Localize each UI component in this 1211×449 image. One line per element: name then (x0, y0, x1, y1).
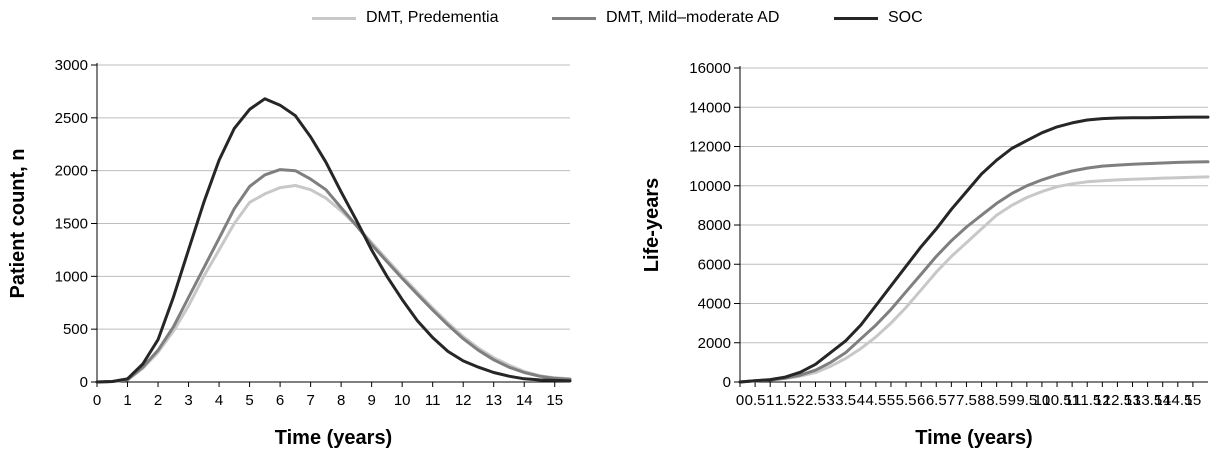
legend-label-soc: SOC (888, 9, 923, 26)
patient-count-xtick-label: 5 (245, 392, 253, 409)
patient-count-xtick-label: 6 (276, 392, 284, 409)
patient-count-ytick-label: 3000 (55, 57, 88, 74)
patient-count-xtick-label: 0 (93, 392, 101, 409)
patient-count-xtick-label: 15 (546, 392, 563, 409)
life-years-ytick-label: 0 (723, 374, 731, 391)
life-years-xtick-label: 9 (1008, 392, 1016, 409)
life-years-xtick-label: 8.5 (986, 392, 1007, 409)
legend-swatch-predementia (312, 16, 356, 20)
patient-count-series-dmt-mild-moderate-ad (95, 168, 572, 384)
patient-count-ytick-label: 1500 (55, 216, 88, 233)
life-years-xtick-label: 9.5 (1016, 392, 1037, 409)
patient-count-xtick-label: 1 (123, 392, 131, 409)
legend-swatch-mild-moderate-ad (552, 16, 596, 20)
life-years-xtick-label: 5.5 (896, 392, 917, 409)
life-years-xtick-label: 1.5 (775, 392, 796, 409)
patient-count-xtick-label: 11 (425, 392, 441, 409)
life-years-xtick-label: 12 (1094, 392, 1111, 409)
life-years-xtick-label: 10 (1034, 392, 1051, 409)
patient-count-ytick-label: 1000 (55, 268, 88, 285)
patient-count-ylabel: Patient count, n (7, 149, 29, 299)
life-years-xtick-label: 7.5 (956, 392, 977, 409)
patient-count-ytick-label: 0 (80, 374, 88, 391)
life-years-ytick-label: 12000 (689, 139, 731, 156)
life-years-xtick-label: 6.5 (926, 392, 947, 409)
life-years-xtick-label: 11.5 (1073, 392, 1101, 409)
life-years-xtick-label: 2 (796, 392, 804, 409)
life-years-ylabel: Life-years (641, 178, 663, 273)
life-years-series-dmt-predementia (738, 175, 1210, 384)
legend-label-mild-moderate-ad: DMT, Mild–moderate AD (606, 9, 780, 26)
life-years-ytick-label: 4000 (698, 296, 731, 313)
patient-count-xtick-label: 13 (485, 392, 502, 409)
life-years-xtick-label: 3.5 (835, 392, 856, 409)
patient-count-ytick-label: 2000 (55, 163, 88, 180)
patient-count-xtick-label: 4 (215, 392, 223, 409)
life-years-series-soc (738, 115, 1210, 384)
patient-count-ytick-label: 500 (63, 321, 88, 338)
life-years-series-dmt-mild-moderate-ad (738, 160, 1210, 384)
life-years-ytick-label: 16000 (689, 60, 731, 77)
legend: DMT, Predementia DMT, Mild–moderate AD S… (0, 6, 1211, 30)
life-years-xtick-label: 11 (1064, 392, 1080, 409)
life-years-xtick-label: 15 (1185, 392, 1202, 409)
patient-count-xtick-label: 9 (367, 392, 375, 409)
life-years-xtick-label: 13.5 (1133, 392, 1162, 409)
patient-count-xtick-label: 3 (184, 392, 192, 409)
life-years-ytick-label: 6000 (698, 256, 731, 273)
patient-count-series-dmt-predementia (95, 184, 572, 384)
patient-count-ytick-label: 2500 (55, 110, 88, 127)
patient-count-xtick-label: 2 (154, 392, 162, 409)
life-years-xtick-label: 13 (1124, 392, 1141, 409)
legend-label-predementia: DMT, Predementia (366, 9, 499, 26)
legend-swatch-soc (834, 16, 878, 20)
life-years-xtick-label: 4.5 (865, 392, 886, 409)
patient-count-xtick-label: 12 (455, 392, 472, 409)
life-years-xtick-label: 8 (977, 392, 985, 409)
life-years-xtick-label: 0 (736, 392, 744, 409)
life-years-xtick-label: 3 (826, 392, 834, 409)
life-years-xtick-label: 14.5 (1163, 392, 1192, 409)
legend-item-predementia: DMT, Predementia (312, 6, 499, 30)
legend-item-soc: SOC (834, 6, 923, 30)
life-years-xtick-label: 4 (857, 392, 865, 409)
patient-count-xtick-label: 10 (394, 392, 411, 409)
patient-count-series-soc (95, 97, 572, 384)
life-years-xtick-label: 7 (947, 392, 955, 409)
life-years-ytick-label: 8000 (698, 217, 731, 234)
patient-count-xtick-label: 14 (516, 392, 533, 409)
life-years-ytick-label: 10000 (689, 178, 731, 195)
life-years-xtick-label: 10.5 (1042, 392, 1071, 409)
patient-count-xlabel: Time (years) (275, 427, 392, 449)
patient-count-xtick-label: 8 (337, 392, 345, 409)
life-years-xtick-label: 12.5 (1103, 392, 1132, 409)
patient-count-xtick-label: 7 (306, 392, 314, 409)
life-years-xtick-label: 14 (1154, 392, 1171, 409)
life-years-ytick-label: 2000 (698, 335, 731, 352)
life-years-xlabel: Time (years) (915, 427, 1032, 449)
life-years-xtick-label: 1 (766, 392, 774, 409)
life-years-ytick-label: 14000 (689, 99, 731, 116)
life-years-xtick-label: 6 (917, 392, 925, 409)
life-years-xtick-label: 0.5 (745, 392, 766, 409)
life-years-xtick-label: 2.5 (805, 392, 826, 409)
life-years-xtick-label: 5 (887, 392, 895, 409)
legend-item-mild-moderate-ad: DMT, Mild–moderate AD (552, 6, 779, 30)
